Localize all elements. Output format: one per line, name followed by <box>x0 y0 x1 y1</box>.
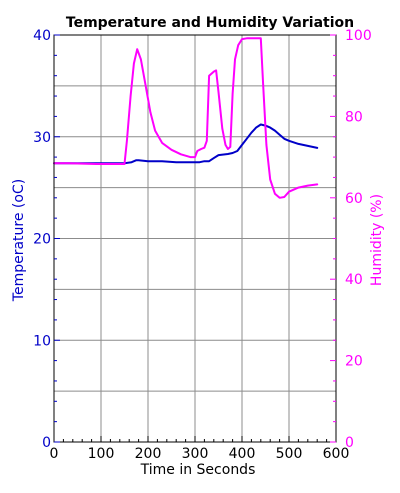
x-axis-title: Time in Seconds <box>140 462 256 478</box>
right-tick-label: 100 <box>345 28 372 44</box>
temperature-series-line <box>53 123 319 165</box>
left-tick-label: 10 <box>33 333 51 349</box>
left-tick-label: 0 <box>42 435 51 451</box>
right-tick-label: 40 <box>345 272 363 288</box>
right-tick-label: 0 <box>345 435 354 451</box>
humidity-series-line <box>53 37 319 199</box>
x-tick-label: 300 <box>182 446 209 462</box>
x-tick-label: 0 <box>50 446 59 462</box>
left-tick-label: 40 <box>33 28 51 44</box>
right-tick-label: 80 <box>345 109 363 125</box>
right-axis-title: Humidity (%) <box>369 194 385 286</box>
series-layer <box>53 37 319 199</box>
x-tick-label: 600 <box>323 446 350 462</box>
x-tick-label: 400 <box>229 446 256 462</box>
right-tick-label: 20 <box>345 354 363 370</box>
grid <box>53 34 337 443</box>
right-tick-label: 60 <box>345 191 363 207</box>
x-tick-label: 500 <box>276 446 303 462</box>
left-tick-label: 20 <box>33 232 51 248</box>
left-axis-title: Temperature (oC) <box>11 179 27 302</box>
chart-title: Temperature and Humidity Variation <box>66 15 354 31</box>
x-tick-label: 100 <box>88 446 115 462</box>
left-tick-label: 30 <box>33 130 51 146</box>
x-tick-label: 200 <box>135 446 162 462</box>
